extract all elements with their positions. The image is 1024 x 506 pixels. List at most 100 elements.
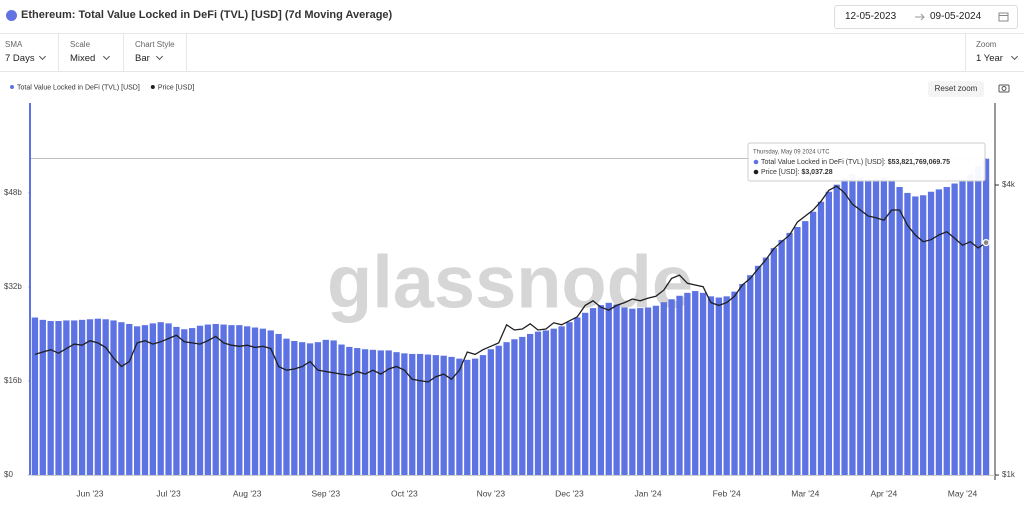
bar [346, 346, 353, 475]
bar [149, 323, 156, 475]
date-from[interactable]: 12-05-2023 [845, 11, 897, 22]
bar [212, 323, 219, 475]
style-control[interactable]: Chart Style Bar [124, 34, 187, 71]
bar [605, 302, 612, 475]
y2-tick-label: $4k [1002, 180, 1016, 189]
control-value[interactable]: Mixed [70, 53, 96, 64]
bar [196, 325, 204, 475]
bar [644, 307, 652, 475]
bar [63, 320, 70, 475]
tooltip-box [747, 142, 986, 182]
bar [589, 308, 597, 475]
chevron [102, 52, 111, 61]
control-label: Zoom [976, 40, 997, 49]
x-tick-label: Nov '23 [477, 488, 506, 498]
bar [566, 322, 573, 475]
bar [692, 291, 699, 475]
bar [283, 338, 290, 475]
bar [778, 239, 785, 475]
zoom-control[interactable]: Zoom 1 Year [965, 34, 1024, 71]
bar [448, 356, 455, 475]
bar [865, 179, 872, 475]
bar [762, 257, 770, 475]
tooltip-name: Total Value Locked in DeFi (TVL) [USD]: [761, 159, 888, 166]
y-tick-label: $48b [4, 188, 22, 197]
bar [542, 330, 550, 475]
x-tick-label: Oct '23 [391, 488, 418, 498]
bar [574, 317, 581, 475]
tooltip-name: Price [USD]: [761, 169, 801, 176]
bar [126, 323, 133, 475]
bar [975, 165, 982, 475]
x-tick-label: Jun '23 [76, 488, 103, 498]
bar [896, 187, 903, 476]
control-label: Chart Style [135, 40, 175, 49]
control-value[interactable]: 7 Days [5, 53, 35, 64]
asset-logo [6, 10, 17, 21]
bar [558, 326, 565, 475]
bar [306, 343, 314, 475]
x-tick-label: Mar '24 [791, 488, 819, 498]
bar [707, 296, 715, 475]
bar [94, 318, 101, 475]
bar [338, 344, 345, 475]
y2-tick-label: $1k [1002, 470, 1016, 479]
bar [739, 284, 746, 475]
bar [527, 333, 534, 475]
bar [786, 232, 793, 475]
bar [369, 349, 377, 475]
bar [291, 341, 298, 475]
bar [849, 174, 856, 475]
bar [377, 350, 384, 475]
bar [141, 325, 149, 475]
bar [416, 353, 424, 475]
chevron [1010, 52, 1019, 61]
bar [354, 348, 361, 475]
bar [770, 248, 777, 475]
bar [880, 177, 888, 475]
calendar-icon[interactable] [998, 11, 1009, 22]
bar [432, 355, 439, 475]
bar [299, 342, 306, 475]
bar [86, 319, 94, 475]
bar [904, 192, 911, 476]
date-range[interactable]: 12-05-2023 09-05-2024 [834, 5, 1018, 29]
bar [503, 342, 510, 475]
y-tick-label: $32b [4, 282, 22, 291]
bar [157, 322, 164, 475]
camera-icon[interactable] [998, 84, 1010, 93]
x-tick-label: Aug '23 [233, 488, 262, 498]
bar [322, 339, 329, 475]
y-tick-label: $16b [4, 376, 22, 385]
bar [794, 227, 801, 475]
tooltip-label: Price [USD]: $3,037.28 [761, 169, 833, 176]
scale-control[interactable]: Scale Mixed [59, 34, 124, 71]
bar [597, 305, 605, 475]
tooltip-marker [753, 169, 759, 175]
control-value[interactable]: 1 Year [976, 53, 1003, 64]
date-to[interactable]: 09-05-2024 [930, 11, 982, 22]
control-value[interactable]: Bar [135, 53, 150, 64]
reset-zoom-button[interactable]: Reset zoom [928, 81, 984, 97]
bar [715, 297, 722, 475]
bar [723, 296, 730, 475]
tooltip-marker [753, 159, 759, 165]
bar [330, 340, 337, 475]
bar [967, 174, 974, 475]
x-tick-label: Apr '24 [871, 488, 898, 498]
bar [912, 196, 919, 475]
bar [361, 349, 369, 475]
bar [133, 326, 141, 475]
bar [613, 304, 620, 475]
bar [39, 319, 46, 475]
x-tick-label: Sep '23 [311, 488, 340, 498]
bar [660, 302, 667, 475]
bar [487, 349, 494, 475]
bar [110, 320, 117, 475]
bar [951, 183, 958, 475]
bar [456, 358, 463, 475]
x-tick-label: Jul '23 [156, 488, 181, 498]
bar [204, 324, 212, 475]
sma-control[interactable]: SMA 7 Days [0, 34, 59, 71]
